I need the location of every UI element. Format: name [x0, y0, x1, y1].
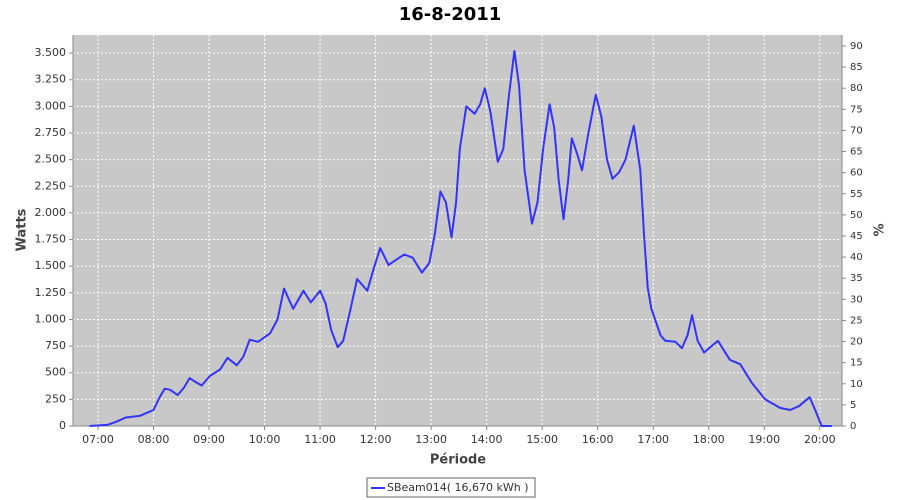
y2-tick-label: 30 [850, 294, 863, 305]
y-tick-label: 3.250 [35, 73, 67, 86]
x-tick-label: 12:00 [360, 433, 392, 446]
y2-tick-label: 55 [850, 189, 863, 200]
y-axis-label: Watts [15, 208, 30, 251]
y2-tick-label: 40 [850, 252, 863, 263]
y-tick-label: 2.250 [35, 179, 67, 192]
y-tick-label: 1.000 [35, 312, 67, 325]
y2-tick-label: 85 [850, 62, 863, 73]
x-tick-label: 17:00 [637, 433, 669, 446]
y2-tick-label: 15 [850, 358, 863, 369]
y-tick-label: 2.500 [35, 153, 67, 166]
y-tick-label: 250 [45, 392, 66, 405]
y-tick-label: 0 [59, 419, 66, 432]
y2-tick-label: 0 [850, 421, 856, 432]
y-tick-label: 1.750 [35, 233, 67, 246]
x-tick-label: 15:00 [526, 433, 558, 446]
y2-tick-label: 65 [850, 147, 863, 158]
y2-axis-label: % [873, 223, 888, 236]
x-tick-label: 11:00 [304, 433, 336, 446]
y2-tick-label: 10 [850, 379, 863, 390]
x-tick-label: 13:00 [415, 433, 447, 446]
y2-tick-label: 20 [850, 337, 863, 348]
y-tick-label: 2.000 [35, 206, 67, 219]
y2-tick-label: 75 [850, 104, 863, 115]
x-tick-label: 07:00 [82, 433, 114, 446]
y-tick-label: 750 [45, 339, 66, 352]
x-tick-label: 08:00 [138, 433, 170, 446]
x-tick-label: 10:00 [249, 433, 281, 446]
y2-tick-label: 35 [850, 273, 863, 284]
x-tick-label: 16:00 [582, 433, 614, 446]
y2-tick-label: 80 [850, 83, 863, 94]
y-tick-label: 3.500 [35, 46, 67, 59]
y2-tick-label: 60 [850, 168, 863, 179]
y-tick-label: 3.000 [35, 99, 67, 112]
y2-tick-label: 70 [850, 125, 863, 136]
y-tick-label: 1.500 [35, 259, 67, 272]
y2-tick-label: 50 [850, 210, 863, 221]
x-axis-label: Période [430, 453, 486, 468]
legend [366, 477, 536, 498]
y-tick-label: 1.250 [35, 286, 67, 299]
legend-label: SBeam014( 16,670 kWh ) [387, 481, 529, 494]
y2-tick-label: 90 [850, 41, 863, 52]
x-tick-label: 14:00 [471, 433, 503, 446]
y2-tick-label: 25 [850, 315, 863, 326]
y-tick-label: 500 [45, 366, 66, 379]
x-tick-label: 19:00 [748, 433, 780, 446]
x-tick-label: 20:00 [804, 433, 836, 446]
series-line [89, 50, 832, 427]
plot-area [73, 35, 842, 426]
chart-title: 16-8-2011 [399, 4, 502, 25]
y2-tick-label: 5 [850, 400, 856, 411]
y2-tick-label: 45 [850, 231, 863, 242]
x-tick-label: 18:00 [693, 433, 725, 446]
y-tick-label: 2.750 [35, 126, 67, 139]
x-tick-label: 09:00 [193, 433, 225, 446]
